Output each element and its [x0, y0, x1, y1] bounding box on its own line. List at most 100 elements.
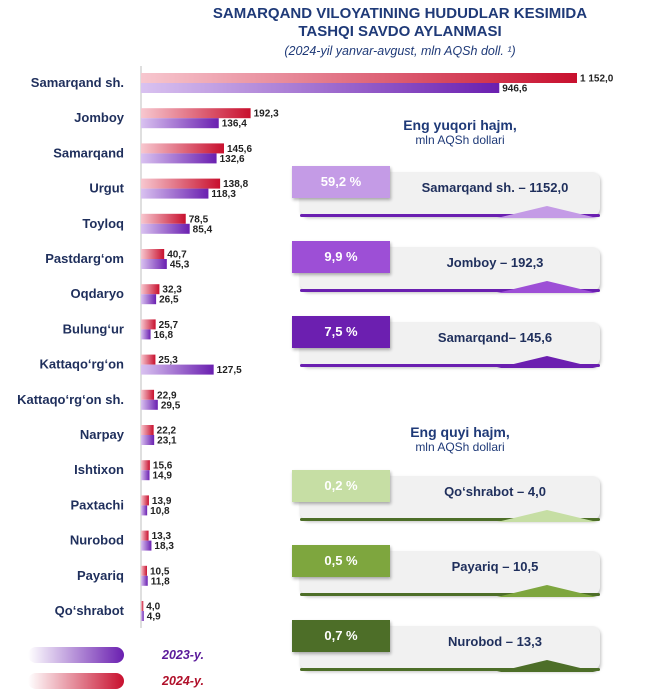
data-label-2023: 4,9 — [147, 612, 161, 623]
bar-2024 — [141, 460, 150, 471]
card-percent: 7,5 % — [292, 316, 390, 348]
top-card-1: 59,2 % Samarqand sh. – 1152,0 — [292, 166, 604, 222]
category-label: Bulung‘ur — [63, 321, 124, 336]
data-label-2024: 25,7 — [159, 320, 179, 331]
bar-2023 — [141, 470, 150, 481]
category-label: Urgut — [89, 181, 124, 196]
data-label-2023: 16,8 — [154, 330, 174, 341]
bar-2023 — [141, 364, 214, 375]
data-label-2024: 138,8 — [223, 179, 248, 190]
bar-2024 — [141, 73, 577, 83]
bar-2024 — [141, 565, 147, 576]
bar-2024 — [141, 530, 149, 541]
bar-2024 — [141, 389, 155, 400]
bottom-card-3: 0,7 % Nurobod – 13,3 — [292, 620, 604, 676]
data-label-2023: 45,3 — [170, 260, 190, 271]
bar-2024 — [141, 601, 144, 611]
bar-2023 — [141, 399, 158, 410]
bottom-panel-unit: mln AQSh dollari — [415, 440, 505, 454]
bottom-panel-heading: Eng quyi hajm, mln AQSh dollari — [355, 424, 565, 454]
data-label-2024: 145,6 — [227, 144, 252, 155]
category-label: Ishtixon — [74, 462, 124, 477]
data-label-2023: 85,4 — [193, 224, 213, 235]
bar-2023 — [141, 83, 500, 93]
category-label: Toyloq — [82, 216, 124, 231]
bottom-panel-title: Eng quyi hajm, — [410, 424, 510, 440]
bar-2023 — [141, 294, 157, 305]
bar-2024 — [141, 319, 156, 330]
bar-2024 — [141, 143, 224, 154]
card-name: Samarqand– 145,6 — [437, 330, 553, 345]
top-panel-unit: mln AQSh dollari — [415, 133, 505, 147]
card-percent: 0,5 % — [292, 545, 390, 577]
data-label-2023: 132,6 — [220, 154, 245, 165]
bar-2023 — [141, 575, 148, 586]
category-label: Samarqand — [53, 145, 124, 160]
bar-2024 — [141, 495, 149, 506]
bar-2023 — [141, 118, 219, 129]
card-name: Payariq – 10,5 — [451, 559, 539, 574]
bar-2023 — [141, 435, 155, 445]
data-label-2023: 10,8 — [150, 506, 170, 517]
data-label-2024: 13,9 — [152, 496, 172, 507]
legend-swatch-2024 — [28, 673, 124, 689]
top-panel-title: Eng yuqori hajm, — [403, 117, 517, 133]
legend-label-2023: 2023-y. — [162, 648, 204, 662]
data-label-2023: 136,4 — [222, 119, 247, 130]
data-label-2024: 15,6 — [153, 461, 173, 472]
data-label-2024: 10,5 — [150, 566, 170, 577]
category-label: Narpay — [80, 427, 125, 442]
bar-2024 — [141, 425, 154, 435]
card-wedge — [497, 510, 597, 522]
data-label-2023: 118,3 — [211, 189, 236, 200]
data-label-2023: 127,5 — [217, 365, 242, 376]
chart-title-line2: TASHQI SAVDO AYLANMASI — [298, 23, 502, 40]
bar-2023 — [141, 259, 167, 269]
bar-2024 — [141, 249, 165, 259]
card-name: Nurobod – 13,3 — [448, 634, 542, 649]
bar-2024 — [141, 178, 221, 189]
category-label: Kattaqo‘rg‘on sh. — [17, 392, 124, 407]
card-name: Samarqand sh. – 1152,0 — [421, 180, 569, 195]
data-label-2024: 4,0 — [146, 602, 160, 613]
legend-label-2024: 2024-y. — [162, 674, 204, 688]
data-label-2023: 946,6 — [502, 84, 527, 95]
data-label-2023: 23,1 — [157, 436, 177, 447]
chart-title: SAMARQAND VILOYATINING HUDUDLAR KESIMIDA — [212, 5, 588, 22]
data-label-2024: 32,3 — [162, 285, 182, 296]
bar-2023 — [141, 505, 148, 516]
top-card-2: 9,9 % Jomboy – 192,3 — [292, 241, 604, 297]
chart-subtitle: (2024-yil yanvar-avgust, mln AQSh doll. … — [284, 44, 516, 58]
category-label: Qo‘shrabot — [55, 603, 125, 618]
data-label-2023: 18,3 — [154, 541, 174, 552]
bottom-card-1: 0,2 % Qo‘shrabot – 4,0 — [292, 470, 604, 526]
category-label: Payariq — [77, 568, 124, 583]
category-label: Pastdarg‘om — [45, 251, 124, 266]
data-label-2024: 78,5 — [189, 214, 209, 225]
data-label-2024: 192,3 — [254, 109, 279, 120]
bar-2023 — [141, 188, 209, 199]
top-card-3: 7,5 % Samarqand– 145,6 — [292, 316, 604, 372]
bar-2023 — [141, 223, 190, 234]
card-percent: 59,2 % — [292, 166, 390, 198]
data-label-2024: 13,3 — [152, 531, 172, 542]
data-label-2024: 22,2 — [157, 426, 177, 437]
data-label-2024: 1 152,0 — [580, 74, 614, 85]
data-label-2024: 22,9 — [157, 390, 177, 401]
category-label: Nurobod — [70, 533, 124, 548]
card-wedge — [497, 206, 597, 218]
data-label-2023: 14,9 — [152, 471, 172, 482]
bar-2024 — [141, 354, 156, 365]
category-label: Paxtachi — [71, 497, 124, 512]
bar-2023 — [141, 611, 144, 621]
bar-2024 — [141, 284, 160, 295]
card-wedge — [497, 585, 597, 597]
card-wedge — [497, 660, 597, 672]
card-percent: 9,9 % — [292, 241, 390, 273]
card-percent: 0,7 % — [292, 620, 390, 652]
category-label: Jomboy — [74, 110, 125, 125]
category-label: Oqdaryo — [71, 286, 125, 301]
data-label-2023: 26,5 — [159, 295, 179, 306]
card-percent: 0,2 % — [292, 470, 390, 502]
